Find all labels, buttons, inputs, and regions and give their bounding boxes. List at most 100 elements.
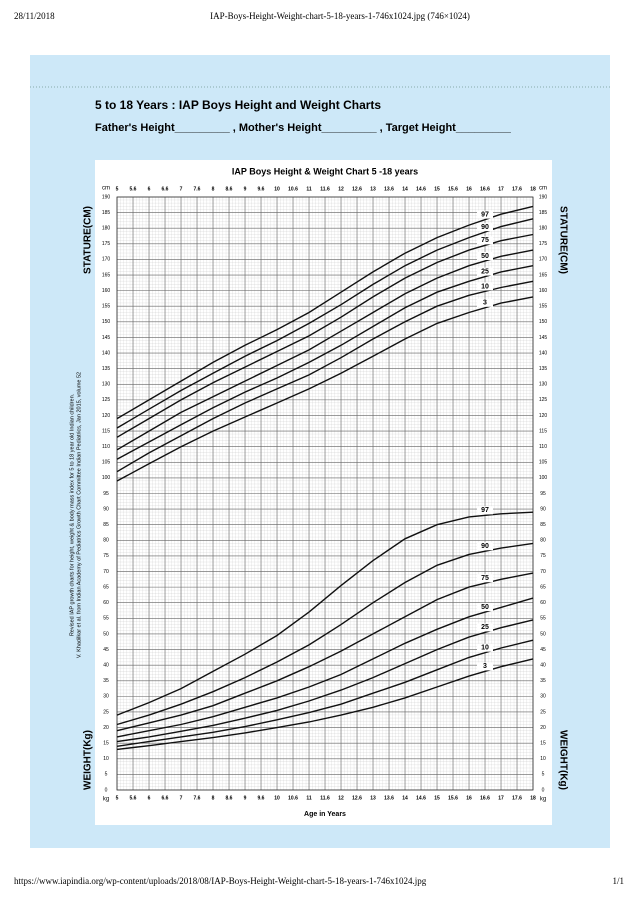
y-tick-label: 75 xyxy=(103,553,109,559)
y-tick-label: 190 xyxy=(102,194,111,200)
curve-label: 25 xyxy=(481,268,489,275)
x-tick-label: 7.6 xyxy=(194,795,201,801)
y-tick-label: 165 xyxy=(539,272,548,278)
unit: kg xyxy=(103,797,109,803)
y-tick-label: 100 xyxy=(102,475,111,481)
unit: kg xyxy=(540,797,546,803)
label-bg xyxy=(477,542,493,551)
label-bg xyxy=(477,223,493,232)
curve-label: 50 xyxy=(481,604,489,611)
x-tick-label: 5 xyxy=(116,186,119,192)
y-tick-label: 155 xyxy=(539,304,548,310)
y-tick-label: 180 xyxy=(539,226,548,232)
x-tick-label: 17 xyxy=(498,795,504,801)
y-tick-label: 105 xyxy=(102,460,111,466)
percentile-curve xyxy=(116,205,534,420)
x-tick-label: 17.6 xyxy=(512,795,522,801)
y-tick-label: 115 xyxy=(539,428,547,434)
x-tick-label: 9 xyxy=(244,795,247,801)
x-tick-label: 16 xyxy=(466,795,472,801)
y-axis-title: WEIGHT(Kg) xyxy=(557,730,568,790)
y-tick-label: 145 xyxy=(539,335,548,341)
plot-frame xyxy=(116,196,534,791)
y-tick-label: 20 xyxy=(540,725,546,731)
x-tick-label: 11 xyxy=(306,795,312,801)
y-tick-label: 5 xyxy=(542,772,545,778)
y-tick-label: 70 xyxy=(540,569,546,575)
x-tick-label: 8.6 xyxy=(226,795,233,801)
chart-title: IAP Boys Height & Weight Chart 5 -18 yea… xyxy=(232,166,418,176)
x-tick-label: 14.6 xyxy=(416,795,426,801)
y-tick-label: 155 xyxy=(102,304,111,310)
y-tick-label: 160 xyxy=(102,288,111,294)
y-tick-label: 125 xyxy=(102,397,111,403)
x-tick-label: 15.6 xyxy=(448,186,458,192)
x-tick-label: 18 xyxy=(530,795,536,801)
x-axis-title: Age in Years xyxy=(304,811,346,818)
y-tick-label: 95 xyxy=(103,491,109,497)
x-tick-label: 10.6 xyxy=(288,186,298,192)
form-line: Father's Height_________ , Mother's Heig… xyxy=(95,122,512,134)
x-tick-label: 11 xyxy=(306,186,312,192)
y-tick-label: 25 xyxy=(540,709,546,715)
x-tick-label: 13 xyxy=(370,186,376,192)
x-tick-label: 15 xyxy=(434,795,440,801)
y-tick-label: 55 xyxy=(540,616,546,622)
y-tick-label: 40 xyxy=(540,662,546,668)
x-tick-label: 13.6 xyxy=(384,795,394,801)
x-tick-label: 17.6 xyxy=(512,186,522,192)
y-tick-label: 45 xyxy=(103,647,109,653)
x-tick-label: 14 xyxy=(402,795,408,801)
x-tick-label: 15.6 xyxy=(448,795,458,801)
curve-label: 75 xyxy=(481,237,489,244)
x-tick-label: 10 xyxy=(274,795,280,801)
x-tick-label: 18 xyxy=(530,186,536,192)
y-tick-label: 135 xyxy=(102,366,111,372)
y-tick-label: 10 xyxy=(103,756,109,762)
label-bg xyxy=(477,236,493,245)
percentile-curve xyxy=(116,280,534,473)
curve-label: 3 xyxy=(483,300,487,307)
y-tick-label: 135 xyxy=(539,366,548,372)
curve-label: 90 xyxy=(481,543,489,550)
source-note: Revised IAP growth charts for height, we… xyxy=(69,393,75,636)
curve-label: 10 xyxy=(481,645,489,652)
percentile-curve xyxy=(116,249,534,451)
print-title: IAP-Boys-Height-Weight-chart-5-18-years-… xyxy=(210,11,470,21)
y-tick-label: 20 xyxy=(103,725,109,731)
label-bg xyxy=(477,662,493,671)
percentile-curve xyxy=(116,572,534,732)
y-axis-title: STATURE(CM) xyxy=(83,206,94,274)
label-bg xyxy=(477,210,493,219)
label-bg xyxy=(477,282,493,291)
label-bg xyxy=(477,267,493,276)
y-tick-label: 145 xyxy=(102,335,111,341)
percentile-curve xyxy=(116,296,534,482)
percentile-curve xyxy=(116,639,534,747)
x-tick-label: 14.6 xyxy=(416,186,426,192)
label-bg xyxy=(477,506,493,515)
y-tick-label: 65 xyxy=(540,584,546,590)
x-tick-label: 8 xyxy=(212,186,215,192)
y-tick-label: 5 xyxy=(105,772,108,778)
y-tick-label: 85 xyxy=(103,522,109,528)
y-tick-label: 0 xyxy=(105,787,108,793)
y-tick-label: 105 xyxy=(539,460,548,466)
x-tick-label: 12 xyxy=(338,795,344,801)
percentile-curve xyxy=(116,542,534,726)
y-tick-label: 120 xyxy=(102,413,111,419)
percentile-curve xyxy=(116,218,534,429)
y-tick-label: 95 xyxy=(540,491,546,497)
y-tick-label: 115 xyxy=(102,428,110,434)
y-tick-label: 150 xyxy=(539,319,548,325)
y-tick-label: 110 xyxy=(102,444,110,450)
heading: 5 to 18 Years : IAP Boys Height and Weig… xyxy=(95,98,381,112)
label-bg xyxy=(477,574,493,583)
x-tick-label: 5.6 xyxy=(130,186,137,192)
x-tick-label: 6.6 xyxy=(162,795,169,801)
y-tick-label: 165 xyxy=(102,272,111,278)
y-tick-label: 90 xyxy=(103,506,109,512)
x-tick-label: 15 xyxy=(434,186,440,192)
y-tick-label: 70 xyxy=(103,569,109,575)
